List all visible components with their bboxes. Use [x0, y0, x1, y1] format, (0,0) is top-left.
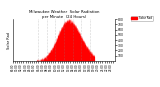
- Legend: Solar Rad: Solar Rad: [131, 15, 153, 21]
- Title: Milwaukee Weather  Solar Radiation
per Minute  (24 Hours): Milwaukee Weather Solar Radiation per Mi…: [29, 10, 99, 19]
- Y-axis label: Solar Rad: Solar Rad: [7, 31, 11, 49]
